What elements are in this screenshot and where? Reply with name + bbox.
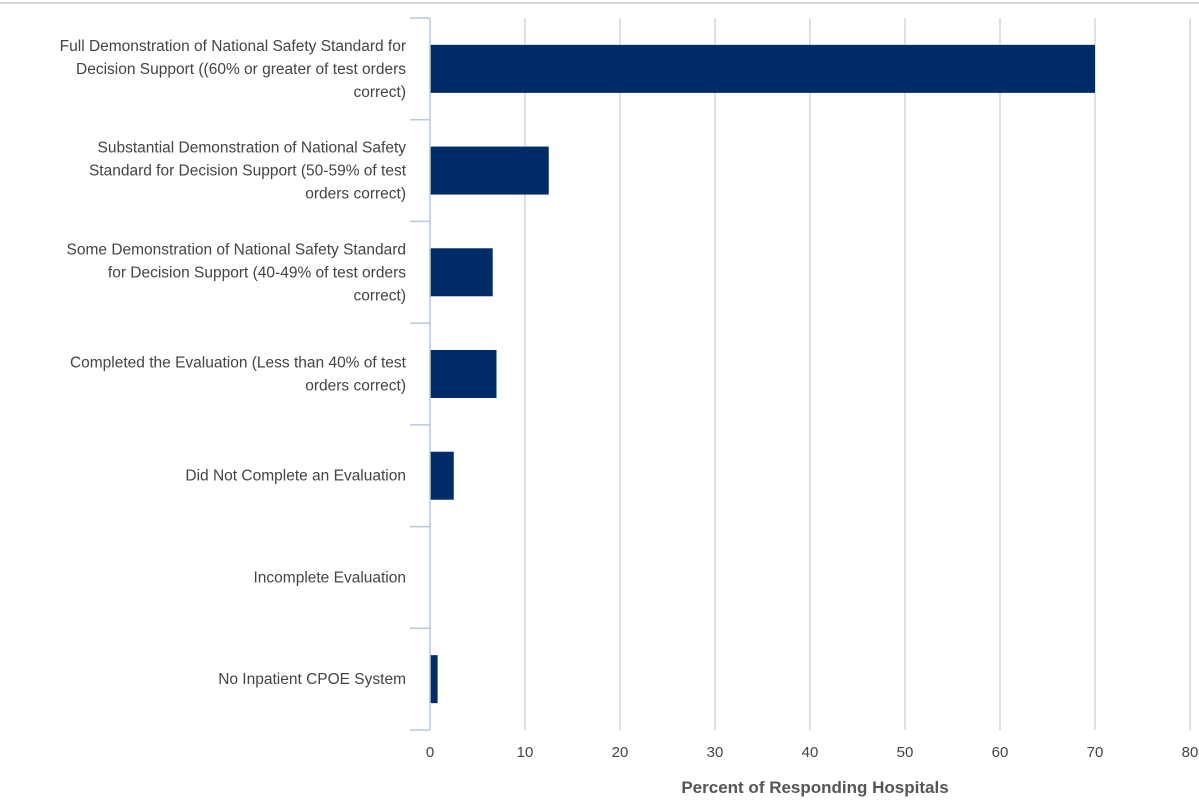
x-tick-labels: 0 10 20 30 40 50 60 70 80 xyxy=(426,744,1199,761)
category-label-line: Some Demonstration of National Safety St… xyxy=(67,241,406,258)
category-label-line: correct) xyxy=(353,287,406,304)
x-tick-label: 80 xyxy=(1182,744,1199,761)
x-tick-label: 10 xyxy=(517,744,534,761)
category-label: Incomplete Evaluation xyxy=(253,569,406,586)
bar xyxy=(430,248,493,297)
category-label: Completed the Evaluation (Less than 40% … xyxy=(70,355,407,395)
category-label-line: Did Not Complete an Evaluation xyxy=(185,468,406,485)
x-tick-label: 30 xyxy=(707,744,724,761)
category-label-line: orders correct) xyxy=(305,186,406,203)
x-tick-label: 50 xyxy=(897,744,914,761)
bar xyxy=(430,655,438,704)
category-label: Substantial Demonstration of National Sa… xyxy=(89,140,407,203)
category-label-line: for Decision Support (40-49% of test ord… xyxy=(108,264,406,281)
category-label-line: Decision Support ((60% or greater of tes… xyxy=(76,61,406,78)
x-tick-label: 70 xyxy=(1087,744,1104,761)
category-label-line: Incomplete Evaluation xyxy=(253,569,406,586)
category-label: No Inpatient CPOE System xyxy=(218,671,406,688)
category-label-line: Standard for Decision Support (50-59% of… xyxy=(89,163,407,180)
category-label-line: correct) xyxy=(353,84,406,101)
category-label-line: Substantial Demonstration of National Sa… xyxy=(98,140,407,157)
bar xyxy=(430,350,497,398)
bars xyxy=(430,44,1095,704)
category-label-line: Full Demonstration of National Safety St… xyxy=(60,38,406,55)
category-label-line: Completed the Evaluation (Less than 40% … xyxy=(70,355,407,372)
category-label-line: orders correct) xyxy=(305,378,406,395)
category-labels: Full Demonstration of National Safety St… xyxy=(60,38,407,688)
x-tick-label: 20 xyxy=(612,744,629,761)
x-tick-label: 60 xyxy=(992,744,1009,761)
bar xyxy=(430,451,454,500)
gridlines xyxy=(524,18,1191,730)
x-tick-label: 0 xyxy=(426,744,434,761)
category-label: Did Not Complete an Evaluation xyxy=(185,468,406,485)
category-label: Some Demonstration of National Safety St… xyxy=(67,241,407,304)
x-tick-label: 40 xyxy=(802,744,819,761)
category-label-line: No Inpatient CPOE System xyxy=(218,671,406,688)
x-axis-title: Percent of Responding Hospitals xyxy=(681,778,948,797)
category-axis xyxy=(410,17,431,731)
bar xyxy=(430,146,549,195)
bar xyxy=(430,44,1095,93)
category-label: Full Demonstration of National Safety St… xyxy=(60,38,407,101)
